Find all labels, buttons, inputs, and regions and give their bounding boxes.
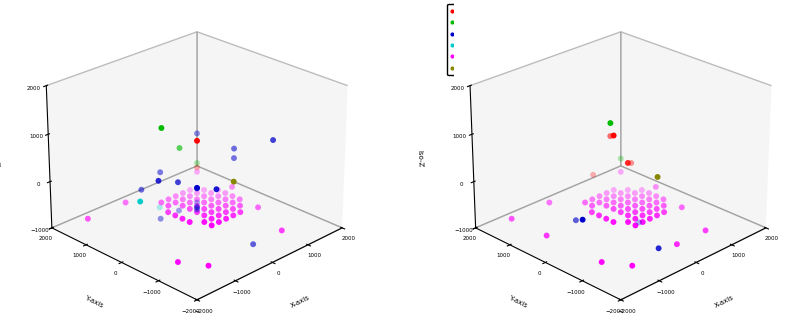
Y-axis label: Y-axis: Y-axis bbox=[83, 294, 104, 308]
X-axis label: X-axis: X-axis bbox=[290, 294, 311, 308]
Y-axis label: Y-axis: Y-axis bbox=[507, 294, 527, 308]
X-axis label: X-axis: X-axis bbox=[714, 294, 735, 308]
Legend: Superior, Inferior, Left, Right, Posterior, Anterior: Superior, Inferior, Left, Right, Posteri… bbox=[447, 4, 498, 75]
